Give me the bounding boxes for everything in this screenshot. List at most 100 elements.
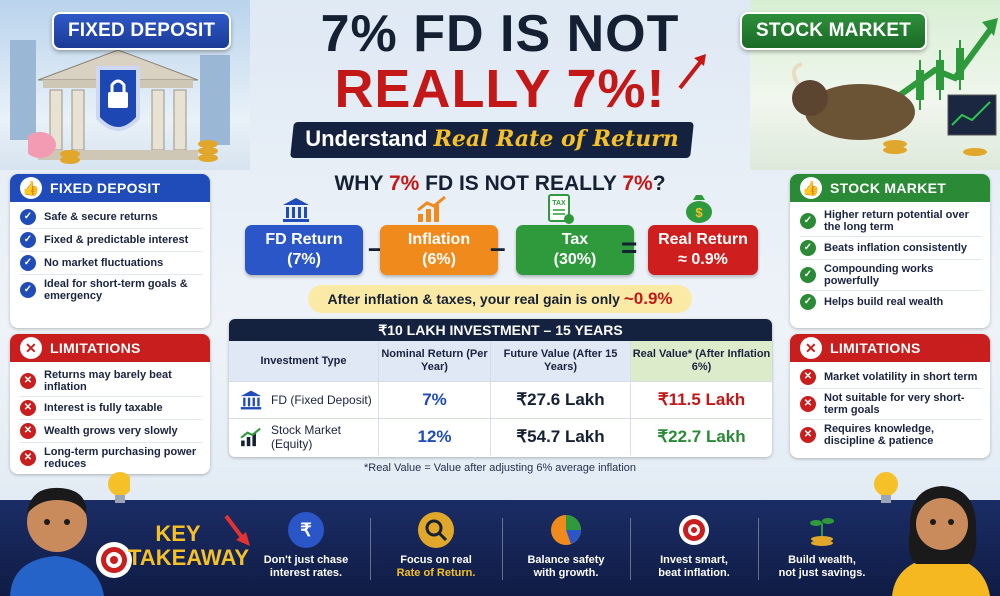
fixed-deposit-badge: FIXED DEPOSIT — [52, 12, 232, 50]
real-return-value: ≈ 0.9% — [678, 251, 728, 268]
gain-text: After inflation & taxes, your real gain … — [327, 291, 624, 307]
investment-table: ₹10 LAKH INVESTMENT – 15 YEARS Investmen… — [229, 319, 772, 457]
takeaway-item: Invest smart, beat inflation. — [636, 512, 752, 580]
growth-chart-icon — [240, 427, 261, 447]
thumbs-up-icon: 👍 — [800, 177, 822, 199]
col-header-nominal: Nominal Return (Per Year) — [379, 341, 491, 381]
fd-pros-header: 👍 FIXED DEPOSIT — [10, 174, 210, 202]
fd-cons-panel: ✕ LIMITATIONS ✕ Returns may barely beat in… — [10, 334, 210, 474]
bank-icon — [240, 390, 262, 410]
red-up-arrow-icon — [678, 54, 706, 90]
check-icon: ✓ — [20, 209, 36, 225]
why-r2: 7% — [622, 172, 653, 195]
row-future: ₹27.6 Lakh — [491, 382, 631, 418]
takeaway-line2: interest rates. — [269, 567, 343, 579]
check-icon: ✓ — [800, 294, 816, 310]
x-mark-icon: ✕ — [800, 396, 816, 412]
sm-pros-header: 👍 STOCK MARKET — [790, 174, 990, 202]
row-type: FD (Fixed Deposit) — [229, 382, 379, 418]
tax-document-icon: TAX — [545, 193, 575, 224]
list-item-text: Ideal for short-term goals & emergency — [44, 278, 188, 302]
minus-sign: – — [368, 232, 384, 263]
growth-chart-icon — [415, 194, 446, 224]
list-item-text: Wealth grows very slowly — [44, 425, 178, 437]
table-row: Stock Market (Equity) 12% ₹54.7 Lakh ₹22.… — [229, 419, 772, 455]
list-item: ✕ Interest is fully taxable — [20, 397, 202, 420]
minus-sign: – — [490, 232, 506, 263]
why-post: ? — [652, 172, 666, 195]
x-mark-icon: ✕ — [20, 400, 36, 416]
tax-label: Tax — [561, 231, 589, 248]
list-item: ✕ Market volatility in short term — [800, 366, 982, 389]
x-mark-icon: ✕ — [20, 423, 36, 439]
bull-chart-icon — [791, 18, 998, 156]
table-footnote: *Real Value = Value after adjusting 6% a… — [363, 462, 637, 474]
check-icon: ✓ — [800, 240, 816, 256]
takeaway-line1: Don't just chase — [263, 554, 349, 566]
key-takeaway-line2: TAKEAWAY — [128, 545, 250, 570]
fd-pros-title: FIXED DEPOSIT — [50, 180, 161, 196]
col-header-future: Future Value (After 15 Years) — [491, 341, 631, 381]
list-item: ✕ Requires knowledge, discipline & patien… — [800, 420, 982, 450]
fd-return-box: FD Return (7%) — [245, 225, 363, 275]
row-nominal: 12% — [379, 419, 491, 455]
fd-cons-list: ✕ Returns may barely beat inflation ✕ Inter… — [10, 362, 210, 473]
takeaway-line1: Invest smart, — [660, 554, 728, 566]
list-item-text: Beats inflation consistently — [824, 242, 968, 254]
divider — [370, 518, 371, 580]
takeaway-item: Focus on real Rate of Return. — [378, 512, 494, 580]
target-icon — [96, 542, 132, 578]
why-heading: WHY 7% FD IS NOT REALLY 7%? — [222, 172, 778, 196]
bank-icon — [281, 196, 311, 226]
row-type-label: Stock Market — [271, 423, 342, 437]
list-item: ✕ Long-term purchasing power reduces — [20, 443, 202, 473]
key-takeaway-title: KEY TAKEAWAY — [128, 521, 250, 570]
list-item: ✓ Fixed & predictable interest — [20, 229, 202, 252]
takeaway-line2: beat inflation. — [658, 567, 730, 579]
title-line2: REALLY 7%! — [334, 59, 666, 119]
fd-cons-title: LIMITATIONS — [50, 340, 141, 356]
takeaway-item: Balance safety with growth. — [508, 512, 624, 580]
subtitle: Understand Real Rate of Return — [292, 126, 692, 152]
list-item: ✓ Helps build real wealth — [800, 291, 982, 313]
fd-return-label: FD Return — [265, 231, 343, 248]
inflation-label: Inflation — [407, 231, 471, 248]
equals-sign: = — [621, 232, 638, 263]
check-icon: ✓ — [20, 255, 36, 271]
list-item-text: Requires knowledge, discipline & patienc… — [824, 423, 935, 447]
gain-value: ~0.9% — [623, 289, 673, 308]
x-mark-icon: ✕ — [800, 337, 822, 359]
real-gain-callout: After inflation & taxes, your real gain … — [308, 285, 692, 313]
inflation-value: (6%) — [422, 251, 456, 268]
svg-text:$: $ — [695, 205, 703, 220]
sm-cons-list: ✕ Market volatility in short term ✕ Not sui… — [790, 362, 990, 450]
woman-pointing-illustration — [874, 472, 990, 596]
table-title: ₹10 LAKH INVESTMENT – 15 YEARS — [229, 319, 772, 341]
takeaway-line2: not just savings. — [778, 567, 866, 579]
target-icon — [676, 512, 712, 548]
x-mark-icon: ✕ — [20, 373, 36, 389]
list-item-text: Not suitable for very short-term goals — [824, 392, 965, 416]
title-line1: 7% FD IS NOT — [320, 5, 680, 63]
why-mid: FD IS NOT REALLY — [419, 172, 623, 195]
row-type-sub: (Equity) — [271, 437, 313, 451]
key-takeaway-line1: KEY — [155, 521, 201, 546]
takeaway-line2: with growth. — [533, 567, 599, 579]
takeaway-line1: Balance safety — [527, 554, 605, 566]
x-mark-icon: ✕ — [800, 369, 816, 385]
sm-cons-header: ✕ LIMITATIONS — [790, 334, 990, 362]
inflation-box: Inflation (6%) — [380, 225, 498, 275]
check-icon: ✓ — [800, 267, 816, 283]
list-item: ✓ No market fluctuations — [20, 252, 202, 275]
tax-box: Tax (30%) — [516, 225, 634, 275]
row-future: ₹54.7 Lakh — [491, 419, 631, 455]
list-item-text: Long-term purchasing power reduces — [44, 446, 197, 470]
col-header-type: Investment Type — [229, 341, 379, 381]
check-icon: ✓ — [20, 282, 36, 298]
list-item: ✓ Ideal for short-term goals & emergency — [20, 275, 202, 305]
sm-cons-panel: ✕ LIMITATIONS ✕ Market volatility in short… — [790, 334, 990, 458]
tax-value: (30%) — [553, 251, 597, 268]
fd-pros-list: ✓ Safe & secure returns ✓ Fixed & predictab… — [10, 202, 210, 305]
divider — [758, 518, 759, 580]
takeaway-line2: Rate of Return. — [396, 567, 476, 579]
